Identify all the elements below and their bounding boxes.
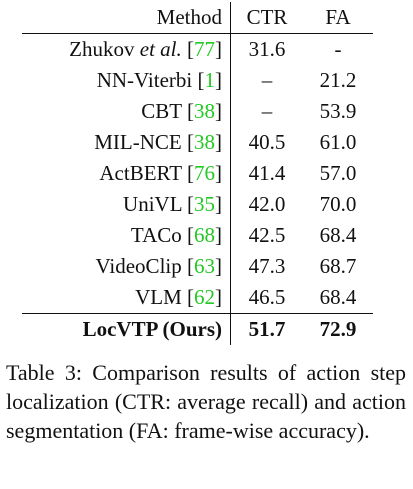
- citation: [1]: [197, 68, 223, 92]
- ctr-cell: 46.5: [248, 285, 286, 309]
- citation: [68]: [187, 223, 222, 247]
- ctr-cell: 47.3: [248, 254, 286, 278]
- method-cell: VideoClip [63]: [22, 251, 231, 282]
- table-row: LocVTP (Ours) 51.7 72.9: [22, 313, 373, 345]
- method-cell: Zhukov et al. [77]: [22, 33, 231, 65]
- table-row: TACo [68] 42.5 68.4: [22, 220, 373, 251]
- fa-cell: -: [334, 37, 342, 61]
- method-name: TACo: [130, 223, 182, 247]
- caption-label: Table 3:: [6, 360, 82, 385]
- method-name: VLM: [135, 285, 182, 309]
- ctr-cell: 41.4: [248, 161, 286, 185]
- ctr-cell: –: [261, 99, 273, 123]
- fa-cell: 61.0: [319, 130, 357, 154]
- table-row: CBT [38] – 53.9: [22, 96, 373, 127]
- header-cell: Method: [22, 2, 231, 34]
- ctr-cell: 51.7: [230, 313, 303, 345]
- citation: [76]: [187, 161, 222, 185]
- method-cell: MIL-NCE [38]: [22, 127, 231, 158]
- ctr-cell: 42.5: [248, 223, 286, 247]
- table-row: ActBERT [76] 41.4 57.0: [22, 158, 373, 189]
- ctr-cell: 40.5: [248, 130, 286, 154]
- citation: [62]: [187, 285, 222, 309]
- citation: [63]: [187, 254, 222, 278]
- method-cell: VLM [62]: [22, 282, 231, 314]
- method-name: CBT: [141, 99, 182, 123]
- method-name: Zhukov: [69, 37, 135, 61]
- method-cell: ActBERT [76]: [22, 158, 231, 189]
- fa-cell: 57.0: [319, 161, 357, 185]
- table-row: VideoClip [63] 47.3 68.7: [22, 251, 373, 282]
- fa-cell: 68.4: [319, 285, 357, 309]
- method-cell: LocVTP (Ours): [22, 313, 231, 345]
- header-row: Method CTR FA: [22, 2, 373, 34]
- table-row: Zhukov et al. [77] 31.6 -: [22, 33, 373, 65]
- header-cell: FA: [303, 2, 373, 34]
- ctr-cell: 42.0: [248, 192, 286, 216]
- method-name: ActBERT: [99, 161, 182, 185]
- fa-cell: 70.0: [319, 192, 357, 216]
- method-name: UniVL: [123, 192, 182, 216]
- table-body: Method CTR FA Zhukov et al. [77] 31.6 - NN-…: [22, 2, 373, 345]
- fa-cell: 68.7: [319, 254, 357, 278]
- method-name: MIL-NCE: [94, 130, 182, 154]
- method-name: VideoClip: [95, 254, 182, 278]
- citation: [77]: [187, 37, 222, 61]
- method-name: NN-Viterbi: [96, 68, 193, 92]
- fa-cell: 72.9: [303, 313, 373, 345]
- fa-cell: 68.4: [319, 223, 357, 247]
- citation: [35]: [187, 192, 222, 216]
- method-cell: CBT [38]: [22, 96, 231, 127]
- citation: [38]: [187, 99, 222, 123]
- method-italic: et al.: [139, 37, 182, 61]
- ctr-cell: –: [261, 68, 273, 92]
- caption: Table 3: Comparison results of action st…: [6, 358, 406, 445]
- table-row: MIL-NCE [38] 40.5 61.0: [22, 127, 373, 158]
- fa-cell: 21.2: [319, 68, 357, 92]
- ctr-cell: 31.6: [248, 37, 286, 61]
- header-cell: CTR: [230, 2, 303, 34]
- table-row: UniVL [35] 42.0 70.0: [22, 189, 373, 220]
- citation: [38]: [187, 130, 222, 154]
- method-name: LocVTP (Ours): [82, 317, 222, 341]
- table-row: NN-Viterbi [1] – 21.2: [22, 65, 373, 96]
- method-cell: TACo [68]: [22, 220, 231, 251]
- table-row: VLM [62] 46.5 68.4: [22, 282, 373, 314]
- fa-cell: 53.9: [319, 99, 357, 123]
- method-cell: UniVL [35]: [22, 189, 231, 220]
- method-cell: NN-Viterbi [1]: [22, 65, 231, 96]
- caption-text: Comparison results of action step locali…: [6, 360, 407, 443]
- results-table: Method CTR FA Zhukov et al. [77] 31.6 - NN-…: [22, 2, 373, 345]
